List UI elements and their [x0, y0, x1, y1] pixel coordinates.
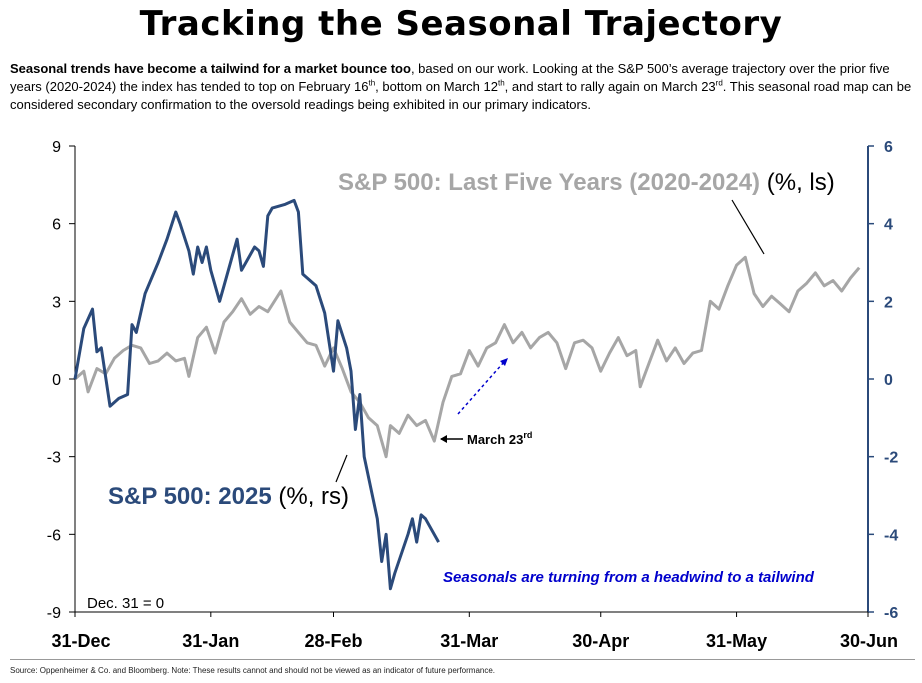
intro-text-1: , based on our work. Looking at the S&P …	[10, 61, 890, 94]
x-axis-ticks: 31-Dec 31-Jan 28-Feb 31-Mar 30-Apr 31-May 30-J…	[51, 612, 898, 651]
x-tick-label: 28-Feb	[304, 631, 362, 651]
rally-arrow	[457, 361, 505, 415]
label-5yr-name: S&P 500: Last Five Years (2020-2024)	[338, 169, 760, 196]
right-tick-label: 4	[884, 217, 893, 234]
x-tick-label: 31-Dec	[51, 631, 110, 651]
x-tick-label: 31-Mar	[440, 631, 498, 651]
source-note: Source: Oppenheimer & Co. and Bloomberg.…	[10, 666, 496, 675]
intro-text-3: , and start to rally again on March 23	[504, 79, 716, 94]
series-line-2025	[73, 198, 440, 591]
right-tick-label: -4	[884, 527, 898, 544]
rally-arrowhead	[500, 358, 508, 366]
label-5yr-units: (%, ls)	[760, 169, 835, 196]
right-tick-label: 0	[884, 372, 893, 389]
left-axis-ticks: 9 6 3 0 -3 -6 -9	[47, 139, 75, 622]
left-tick-label: -6	[47, 527, 61, 544]
right-tick-label: 6	[884, 139, 893, 156]
intro-bold: Seasonal trends have become a tailwind f…	[10, 61, 411, 76]
left-tick-label: -9	[47, 605, 61, 622]
label-2025-units: (%, rs)	[272, 483, 349, 510]
x-tick-label: 30-Apr	[572, 631, 629, 651]
right-tick-label: 2	[884, 294, 893, 311]
left-tick-label: 6	[52, 217, 61, 234]
march23-sup: rd	[523, 430, 532, 440]
left-tick-label: -3	[47, 450, 61, 467]
seasonal-note: Seasonals are turning from a headwind to…	[443, 569, 815, 586]
march23-label: March 23rd	[467, 430, 532, 447]
intro-ordinal-2: th	[497, 78, 505, 88]
right-tick-label: -2	[884, 450, 898, 467]
label-2025-leader	[335, 454, 348, 483]
page-title: Tracking the Seasonal Trajectory	[139, 4, 783, 44]
label-2025: S&P 500: 2025 (%, rs)	[108, 483, 349, 510]
x-tick-label: 31-May	[706, 631, 767, 651]
march23-text: March 23	[467, 432, 523, 447]
intro-text-2: , bottom on March 12	[375, 79, 498, 94]
x-tick-label: 30-Jun	[840, 631, 898, 651]
left-tick-label: 3	[52, 294, 61, 311]
label-5yr-leader	[731, 199, 765, 255]
right-tick-label: -6	[884, 605, 898, 622]
intro-paragraph: Seasonal trends have become a tailwind f…	[10, 60, 915, 114]
march23-arrowhead	[440, 435, 447, 443]
intro-ordinal-3: rd	[715, 78, 723, 88]
base-note: Dec. 31 = 0	[87, 595, 164, 612]
left-tick-label: 0	[52, 372, 61, 389]
intro-text-4: . This seasonal road map can be consider…	[10, 79, 912, 112]
footer-divider	[10, 659, 915, 660]
label-5yr: S&P 500: Last Five Years (2020-2024) (%,…	[338, 169, 835, 196]
label-2025-name: S&P 500: 2025	[108, 483, 272, 510]
right-axis-ticks: 6 4 2 0 -2 -4 -6	[868, 139, 898, 622]
intro-ordinal-1: th	[368, 78, 376, 88]
series-line-5yr	[74, 255, 861, 459]
left-tick-label: 9	[52, 139, 61, 156]
x-tick-label: 31-Jan	[182, 631, 239, 651]
